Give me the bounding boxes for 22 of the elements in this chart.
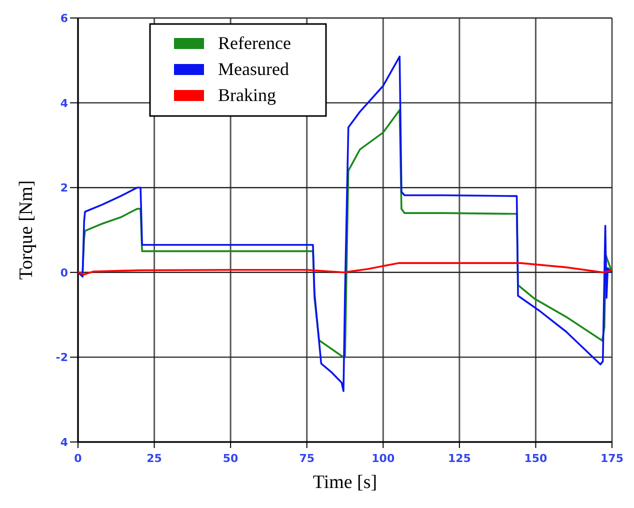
line-series (77, 56, 613, 392)
y-tick-label: 4 (60, 436, 68, 449)
y-tick-label: 0 (60, 266, 68, 280)
line-series (77, 109, 613, 358)
x-axis-title: Time [s] (312, 472, 378, 493)
y-axis-title: Torque [Nm] (16, 180, 37, 280)
x-tick-label: 0 (74, 452, 82, 465)
x-tick-label: 75 (299, 452, 315, 465)
y-tick-label: -2 (56, 351, 68, 364)
x-tick-label: 50 (222, 452, 239, 465)
legend-label: Reference (218, 33, 291, 53)
x-tick-label: 125 (448, 452, 471, 465)
x-tick-label: 175 (600, 452, 624, 465)
y-tick-label: 2 (60, 182, 68, 195)
x-tick-label: 25 (146, 452, 162, 465)
x-tick-label: 100 (372, 452, 395, 465)
line-series (77, 262, 613, 276)
y-tick-label: 4 (60, 96, 68, 110)
x-tick-label: 150 (524, 452, 548, 465)
legend-label: Braking (218, 85, 276, 105)
legend-label: Measured (218, 59, 289, 79)
y-tick-label: 6 (60, 12, 68, 25)
